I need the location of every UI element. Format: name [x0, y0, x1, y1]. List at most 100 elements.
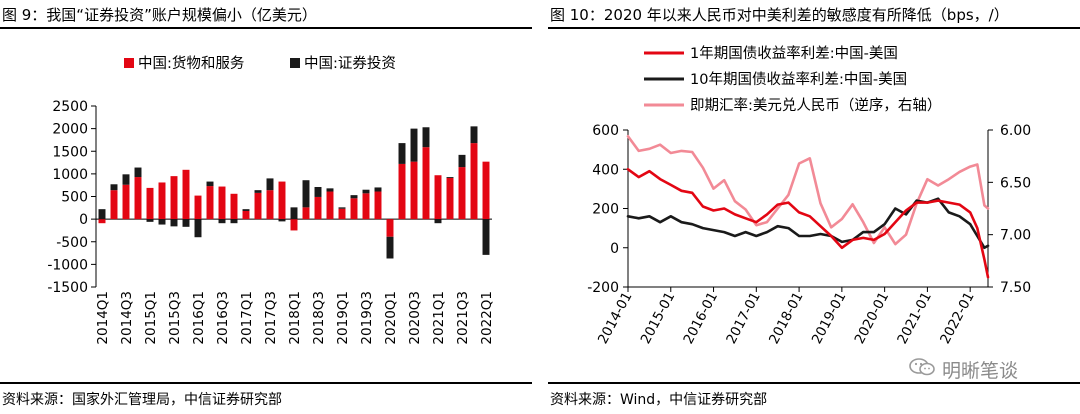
- legend-label: 即期汇率:美元兑人民币（逆序，右轴）: [690, 97, 941, 114]
- bar-goods-services: [170, 176, 178, 220]
- bar-securities-investment: [122, 174, 130, 185]
- y-tick-label: -1500: [47, 280, 88, 296]
- series-line-1y-spread: [626, 168, 990, 279]
- bar-goods-services: [242, 210, 250, 220]
- bar-goods-services: [158, 182, 166, 220]
- right-chart-title: 图 10：2020 年以来人民币对中美利差的敏感度有所降低（bps，/）: [550, 6, 1009, 24]
- series-line-usdcny: [626, 135, 990, 246]
- left-chart-panel: 图 9：我国“证券投资”账户规模偏小（亿美元） -1500 -1000 -500 0 5…: [0, 0, 532, 414]
- y-tick-label: -1000: [47, 257, 88, 273]
- x-tick-label: 2016Q1: [191, 291, 207, 345]
- x-tick-label: 2018-01: [766, 289, 807, 346]
- series-line-10y-spread: [626, 197, 990, 250]
- bar-goods-services: [266, 190, 274, 220]
- bar-goods-services: [410, 161, 418, 220]
- bar-securities-investment: [266, 178, 274, 191]
- bar-goods-services: [314, 196, 322, 220]
- x-tick-label: 2020Q1: [383, 291, 399, 345]
- left-y-tick-label: 200: [592, 202, 619, 218]
- bar-goods-services: [122, 184, 130, 220]
- left-y-tick-label: -200: [587, 280, 619, 296]
- legend-swatch: [290, 58, 300, 68]
- bar-securities-investment: [254, 190, 262, 193]
- y-tick-label: 1500: [52, 144, 88, 160]
- x-tick-label: 2018Q1: [287, 291, 303, 345]
- x-tick-label: 2020-01: [852, 289, 893, 346]
- bar-goods-services: [182, 169, 190, 220]
- bar-goods-services: [98, 219, 106, 224]
- right-chart-panel: 图 10：2020 年以来人民币对中美利差的敏感度有所降低（bps，/） -20…: [548, 0, 1080, 414]
- bar-securities-investment: [182, 219, 190, 227]
- x-tick-label: 2022Q1: [479, 291, 495, 345]
- left-chart-title: 图 9：我国“证券投资”账户规模偏小（亿美元）: [2, 6, 317, 24]
- bar-securities-investment: [458, 154, 466, 168]
- legend-label: 中国:证券投资: [304, 55, 396, 72]
- bar-securities-investment: [134, 167, 142, 178]
- bar-goods-services: [386, 219, 394, 237]
- bar-goods-services: [374, 191, 382, 220]
- right-y-tick-label: 7.00: [1000, 228, 1031, 244]
- right-source-rule: [548, 382, 1080, 384]
- bar-securities-investment: [362, 189, 370, 194]
- y-tick-label: 500: [61, 190, 88, 206]
- bar-securities-investment: [98, 209, 106, 220]
- bar-securities-investment: [470, 126, 478, 144]
- left-y-tick-label: 0: [610, 241, 619, 257]
- right-source-note: 资料来源：Wind，中信证券研究部: [550, 392, 768, 408]
- left-y-tick-label: 400: [592, 162, 619, 178]
- bar-securities-investment: [410, 128, 418, 162]
- x-tick-label: 2015Q3: [167, 291, 183, 345]
- y-tick-label: 1000: [52, 167, 88, 183]
- x-tick-label: 2022-01: [937, 289, 978, 346]
- bar-goods-services: [326, 191, 334, 220]
- x-tick-label: 2021-01: [894, 289, 935, 346]
- left-source-rule: [0, 382, 532, 384]
- bar-goods-services: [350, 198, 358, 220]
- bar-securities-investment: [434, 219, 442, 224]
- bar-goods-services: [110, 190, 118, 220]
- x-tick-label: 2021Q3: [455, 291, 471, 345]
- bar-securities-investment: [146, 219, 154, 222]
- x-tick-label: 2015Q1: [143, 291, 159, 345]
- left-source-note: 资料来源：国家外汇管理局，中信证券研究部: [2, 392, 282, 408]
- bar-goods-services: [434, 175, 442, 220]
- bar-securities-investment: [170, 219, 178, 227]
- bar-goods-services: [470, 143, 478, 220]
- bar-securities-investment: [230, 219, 238, 224]
- bar-goods-services: [146, 187, 154, 220]
- bar-securities-investment: [278, 219, 286, 222]
- bar-securities-investment: [242, 209, 250, 211]
- bar-securities-investment: [218, 219, 226, 224]
- x-tick-label: 2014-01: [595, 289, 636, 346]
- right-y-tick-label: 6.00: [1000, 123, 1031, 139]
- bar-securities-investment: [374, 187, 382, 192]
- x-tick-label: 2019Q3: [359, 291, 375, 345]
- x-tick-label: 2019-01: [809, 289, 850, 346]
- bar-goods-services: [254, 192, 262, 220]
- legend-swatch: [124, 58, 134, 68]
- x-tick-label: 2018Q3: [311, 291, 327, 345]
- right-title-rule: [548, 27, 1080, 29]
- bar-goods-services: [206, 186, 214, 220]
- x-tick-label: 2016-01: [680, 289, 721, 346]
- x-tick-label: 2014Q3: [119, 291, 135, 345]
- bar-goods-services: [194, 195, 202, 220]
- bar-securities-investment: [110, 184, 118, 191]
- x-tick-label: 2020Q3: [407, 291, 423, 345]
- right-y-tick-label: 7.50: [1000, 280, 1031, 296]
- bar-securities-investment: [194, 219, 202, 238]
- bar-securities-investment: [422, 127, 430, 148]
- y-tick-label: 0: [79, 212, 88, 228]
- bar-securities-investment: [446, 177, 454, 178]
- right-y-tick-label: 6.50: [1000, 175, 1031, 191]
- wechat-logo-icon: [909, 358, 935, 376]
- x-tick-label: 2016Q3: [215, 291, 231, 345]
- bar-goods-services: [458, 167, 466, 220]
- bar-securities-investment: [350, 195, 358, 199]
- bar-securities-investment: [326, 188, 334, 192]
- bar-goods-services: [230, 193, 238, 220]
- x-tick-label: 2019Q1: [335, 291, 351, 345]
- bar-goods-services: [398, 163, 406, 220]
- watermark: 明晰笔谈: [902, 356, 1072, 382]
- x-tick-label: 2017Q3: [263, 291, 279, 345]
